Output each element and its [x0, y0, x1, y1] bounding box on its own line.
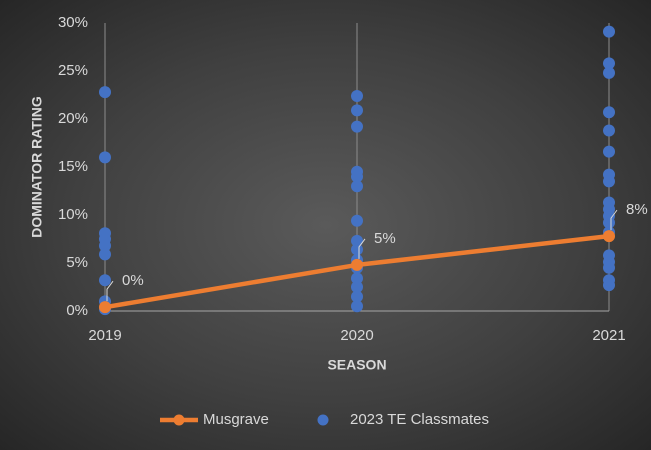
- data-label: 5%: [374, 230, 396, 247]
- scatter-point: [603, 124, 615, 137]
- scatter-point: [351, 281, 363, 293]
- scatter-point: [351, 243, 363, 256]
- y-tick-label: 5%: [66, 254, 88, 271]
- legend-swatch: [173, 414, 185, 426]
- scatter-point: [99, 274, 111, 287]
- scatter-point: [351, 180, 363, 193]
- y-tick-label: 10%: [58, 206, 88, 223]
- data-label: 8%: [626, 201, 648, 218]
- scatter-point: [603, 66, 615, 79]
- scatter-point: [351, 170, 363, 183]
- x-tick-label: 2021: [592, 327, 625, 344]
- scatter-point: [603, 175, 615, 188]
- scatter-point: [603, 145, 615, 158]
- scatter-point: [603, 57, 615, 70]
- scatter-point: [351, 89, 363, 102]
- legend-swatch: [317, 414, 329, 426]
- y-tick-label: 25%: [58, 62, 88, 79]
- y-axis-title: DOMINATOR RATING: [29, 96, 45, 238]
- scatter-point: [351, 214, 363, 227]
- y-tick-label: 0%: [66, 302, 88, 319]
- scatter-point: [99, 248, 111, 261]
- y-tick-label: 20%: [58, 110, 88, 127]
- label-leader: [610, 209, 618, 231]
- label-leader: [358, 238, 366, 259]
- scatter-point: [351, 272, 363, 285]
- y-tick-label: 30%: [58, 14, 88, 31]
- scatter-point: [603, 106, 615, 119]
- scatter-point: [351, 300, 363, 313]
- scatter-point: [351, 120, 363, 133]
- scatter-point: [99, 239, 111, 252]
- legend-label: 2023 TE Classmates: [350, 411, 489, 428]
- x-axis-title: SEASON: [327, 357, 386, 373]
- label-leader: [106, 280, 114, 302]
- scatter-point: [99, 86, 111, 99]
- y-tick-label: 15%: [58, 158, 88, 175]
- scatter-point: [99, 151, 111, 164]
- scatter-point: [603, 261, 615, 274]
- scatter-point: [351, 290, 363, 303]
- scatter-point: [603, 279, 615, 292]
- line-marker: [99, 301, 111, 314]
- line-marker: [351, 258, 363, 271]
- scatter-point: [603, 25, 615, 38]
- scatter-point: [351, 104, 363, 117]
- x-tick-label: 2020: [340, 327, 373, 344]
- line-marker: [603, 230, 615, 243]
- scatter-point: [603, 216, 615, 229]
- scatter-point: [351, 234, 363, 247]
- x-tick-label: 2019: [88, 327, 121, 344]
- legend-label: Musgrave: [203, 411, 269, 428]
- data-label: 0%: [122, 272, 144, 289]
